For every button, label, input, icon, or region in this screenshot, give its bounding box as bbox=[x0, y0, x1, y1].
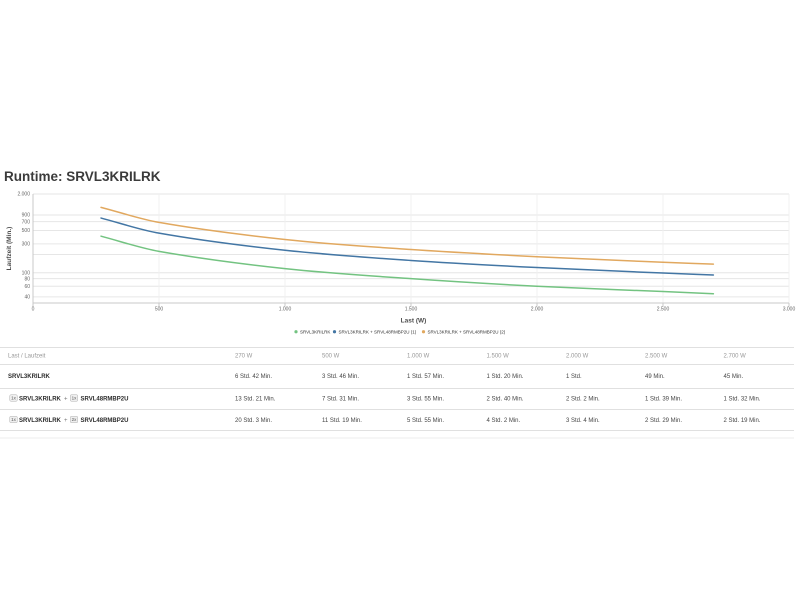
svg-text:1.000: 1.000 bbox=[279, 307, 292, 313]
svg-text:SRVL3KRILRK: SRVL3KRILRK bbox=[300, 330, 330, 335]
svg-text:Laufzeit (Min.): Laufzeit (Min.) bbox=[6, 227, 13, 271]
svg-text:80: 80 bbox=[24, 276, 30, 282]
svg-text:2.500: 2.500 bbox=[657, 307, 670, 313]
svg-text:3.000: 3.000 bbox=[783, 307, 796, 313]
svg-text:2.000: 2.000 bbox=[17, 192, 30, 198]
svg-text:100: 100 bbox=[22, 271, 31, 277]
svg-text:500: 500 bbox=[22, 228, 31, 234]
svg-text:SRVL3KRILRK + SRVL48RMBP2U (1): SRVL3KRILRK + SRVL48RMBP2U (1) bbox=[339, 330, 417, 335]
svg-text:40: 40 bbox=[24, 295, 30, 301]
svg-text:1.500: 1.500 bbox=[405, 307, 418, 313]
svg-text:Last (W): Last (W) bbox=[401, 318, 427, 325]
svg-text:500: 500 bbox=[155, 307, 164, 313]
svg-text:0: 0 bbox=[32, 307, 35, 313]
svg-text:2.000: 2.000 bbox=[531, 307, 544, 313]
svg-text:300: 300 bbox=[22, 242, 31, 248]
svg-text:700: 700 bbox=[22, 219, 31, 225]
svg-text:60: 60 bbox=[24, 284, 30, 290]
svg-text:900: 900 bbox=[22, 213, 31, 219]
svg-text:SRVL3KRILRK + SRVL48RMBP2U (2): SRVL3KRILRK + SRVL48RMBP2U (2) bbox=[428, 330, 506, 335]
